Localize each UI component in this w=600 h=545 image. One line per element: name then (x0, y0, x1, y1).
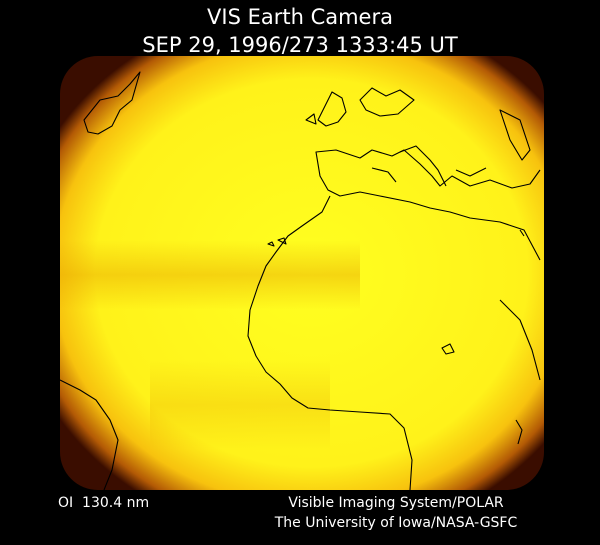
southern-band (150, 360, 330, 450)
title: VIS Earth Camera (207, 5, 393, 29)
instrument: Visible Imaging System/POLAR (288, 495, 504, 511)
coastline-greenland (83, 71, 141, 135)
timestamp: SEP 29, 1996/273 1333:45 UT (142, 33, 458, 57)
coastline-mediterranean (371, 145, 487, 187)
earth-image (60, 56, 544, 490)
equatorial-band (60, 240, 360, 310)
coastline-europe-africa (247, 149, 541, 490)
coastline-islands (267, 229, 525, 445)
coastline-arabia (499, 299, 541, 381)
coastline-south-america (60, 379, 119, 490)
coastline-scandinavia (359, 87, 531, 161)
coastline-britain (305, 91, 347, 127)
wavelength: OI 130.4 nm (58, 495, 149, 511)
institution: The University of Iowa/NASA-GSFC (274, 515, 518, 531)
